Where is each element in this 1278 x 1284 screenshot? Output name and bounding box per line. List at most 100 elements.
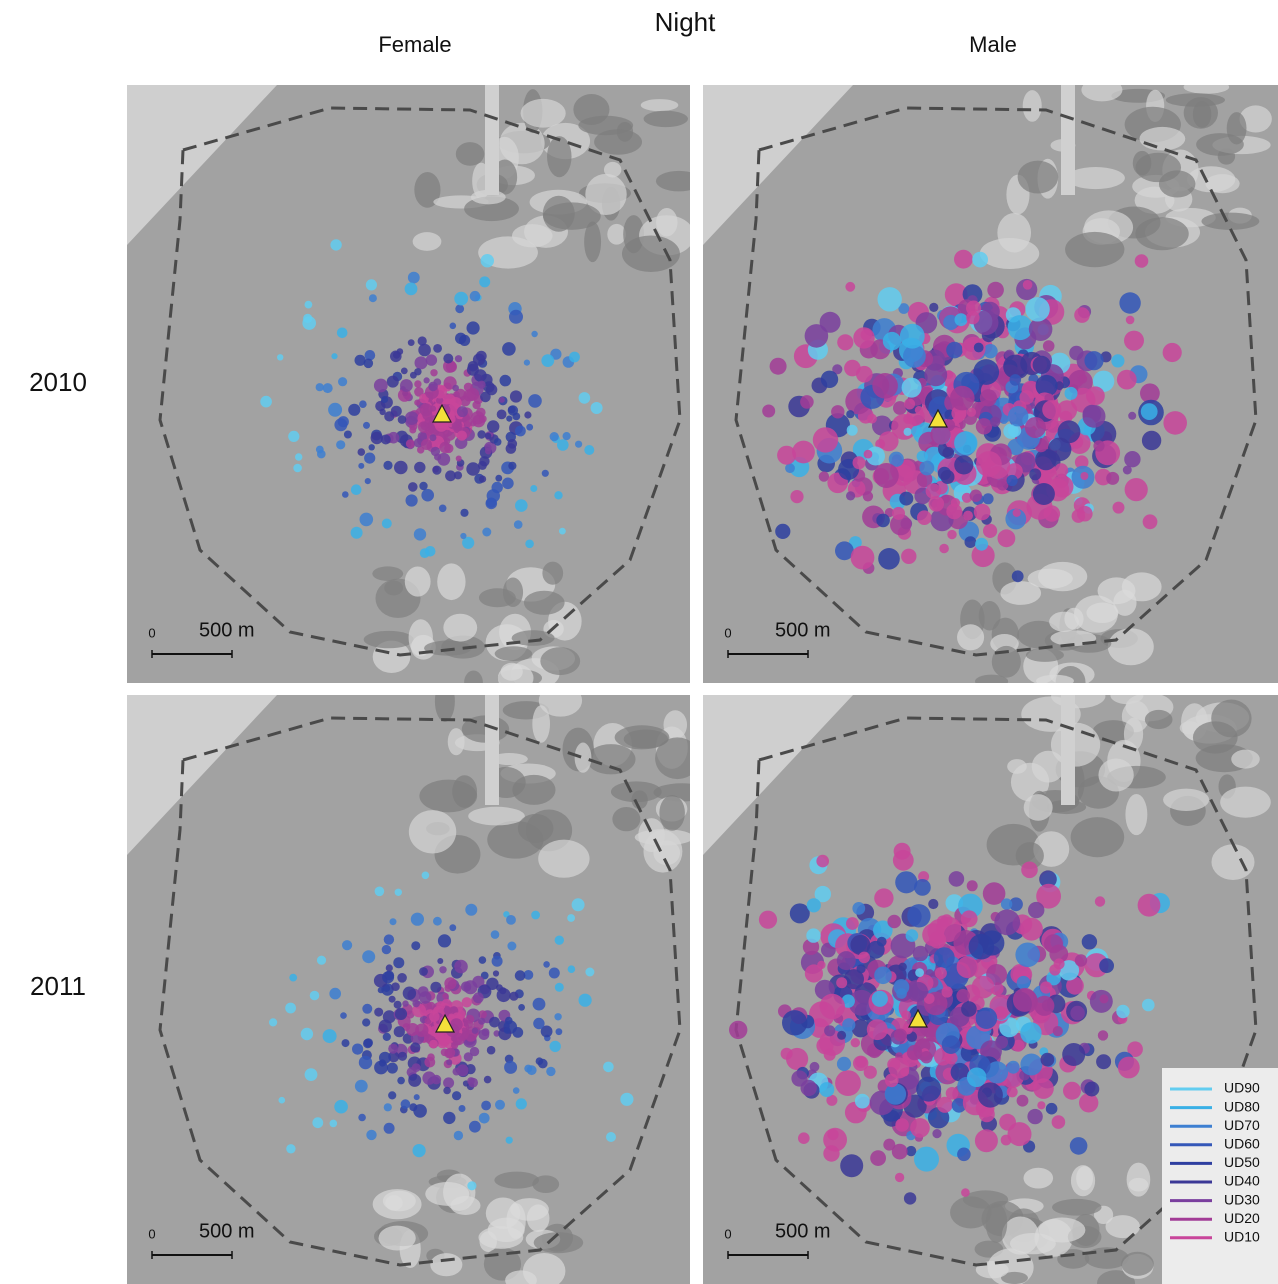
reef	[1023, 90, 1042, 122]
legend-label: UD70	[1224, 1117, 1260, 1133]
ud-blob	[904, 399, 915, 410]
ud-blob	[479, 476, 486, 483]
ud-blob	[1008, 315, 1033, 340]
ud-blob	[485, 433, 491, 439]
ud-blob	[899, 963, 907, 971]
reef	[1125, 794, 1147, 835]
ud-blob	[801, 1080, 817, 1096]
ud-blob	[972, 252, 988, 268]
ud-blob	[842, 1018, 855, 1031]
ud-blob	[460, 533, 466, 539]
ud-blob	[1017, 976, 1031, 990]
ud-blob	[454, 1131, 463, 1140]
ud-blob	[1079, 1093, 1098, 1112]
legend-label: UD30	[1224, 1191, 1260, 1207]
reef	[1193, 721, 1238, 753]
ud-blob	[1020, 918, 1043, 941]
ud-blob	[358, 1114, 366, 1122]
reef	[1211, 844, 1254, 880]
ud-blob	[504, 1061, 517, 1074]
ud-blob	[288, 431, 299, 442]
ud-blob	[874, 463, 899, 488]
scale-label: 500 m	[775, 1220, 831, 1242]
ud-blob	[329, 988, 341, 1000]
reef	[594, 129, 642, 155]
ud-blob	[414, 462, 425, 473]
ud-blob	[946, 342, 963, 359]
reef	[1201, 213, 1259, 230]
ud-blob	[362, 1018, 370, 1026]
ud-blob	[344, 431, 352, 439]
ud-blob	[855, 1094, 870, 1109]
ud-blob	[470, 421, 476, 427]
ud-blob	[1029, 468, 1041, 480]
ud-blob	[821, 371, 838, 388]
reef	[611, 781, 662, 802]
ud-blob	[1163, 343, 1182, 362]
ud-blob	[516, 1098, 527, 1109]
ud-blob	[853, 327, 874, 348]
ud-blob	[967, 880, 978, 891]
column-label: Female	[378, 32, 451, 57]
ud-blob	[554, 1013, 561, 1020]
ud-blob	[899, 492, 913, 506]
ud-blob	[916, 1077, 941, 1102]
ud-blob	[1037, 1101, 1045, 1109]
ud-blob	[1116, 1005, 1129, 1018]
ud-blob	[1126, 316, 1135, 325]
ud-blob	[1019, 390, 1034, 405]
ud-blob	[433, 917, 442, 926]
ud-blob	[495, 475, 502, 482]
ud-blob	[331, 353, 337, 359]
reef	[575, 743, 592, 773]
ud-blob	[438, 934, 451, 947]
ud-blob	[820, 994, 845, 1019]
ud-blob	[559, 528, 566, 535]
reef	[1026, 648, 1064, 662]
ud-blob	[394, 1001, 402, 1009]
reef	[1231, 750, 1260, 769]
scale-zero: 0	[724, 1226, 731, 1241]
reef	[409, 810, 456, 853]
ud-blob	[967, 1068, 987, 1088]
ud-blob	[961, 1001, 977, 1017]
reef	[405, 567, 431, 597]
reef	[586, 744, 635, 774]
ud-blob	[502, 478, 514, 490]
reef	[538, 840, 589, 878]
ud-blob	[454, 292, 468, 306]
ud-blob	[499, 397, 505, 403]
ud-blob	[400, 379, 413, 392]
reef	[464, 671, 483, 695]
ud-blob	[401, 1099, 411, 1109]
ud-blob	[328, 403, 342, 417]
ud-blob	[549, 968, 560, 979]
ud-blob	[1111, 354, 1124, 367]
ud-blob	[807, 898, 821, 912]
reef	[532, 1175, 559, 1193]
ud-blob	[816, 855, 829, 868]
ud-blob	[920, 461, 935, 476]
ud-blob	[800, 395, 814, 409]
ud-blob	[1077, 506, 1093, 522]
ud-blob	[790, 490, 803, 503]
ud-blob	[465, 1015, 474, 1024]
ud-blob	[342, 940, 352, 950]
ud-blob	[403, 987, 416, 1000]
legend-box	[1162, 1068, 1278, 1284]
ud-blob	[837, 1031, 846, 1040]
ud-blob	[864, 450, 873, 459]
ud-blob	[469, 1121, 481, 1133]
ud-blob	[330, 239, 341, 250]
ud-blob	[1075, 954, 1087, 966]
ud-blob	[1142, 431, 1161, 450]
ud-blob	[481, 1101, 491, 1111]
ud-blob	[1083, 405, 1106, 428]
ud-blob	[359, 400, 367, 408]
ud-blob	[775, 524, 790, 539]
ud-blob	[383, 1033, 391, 1041]
ud-blob	[987, 282, 1004, 299]
ud-blob	[844, 969, 864, 989]
ud-blob	[383, 461, 392, 470]
ud-blob	[858, 952, 870, 964]
